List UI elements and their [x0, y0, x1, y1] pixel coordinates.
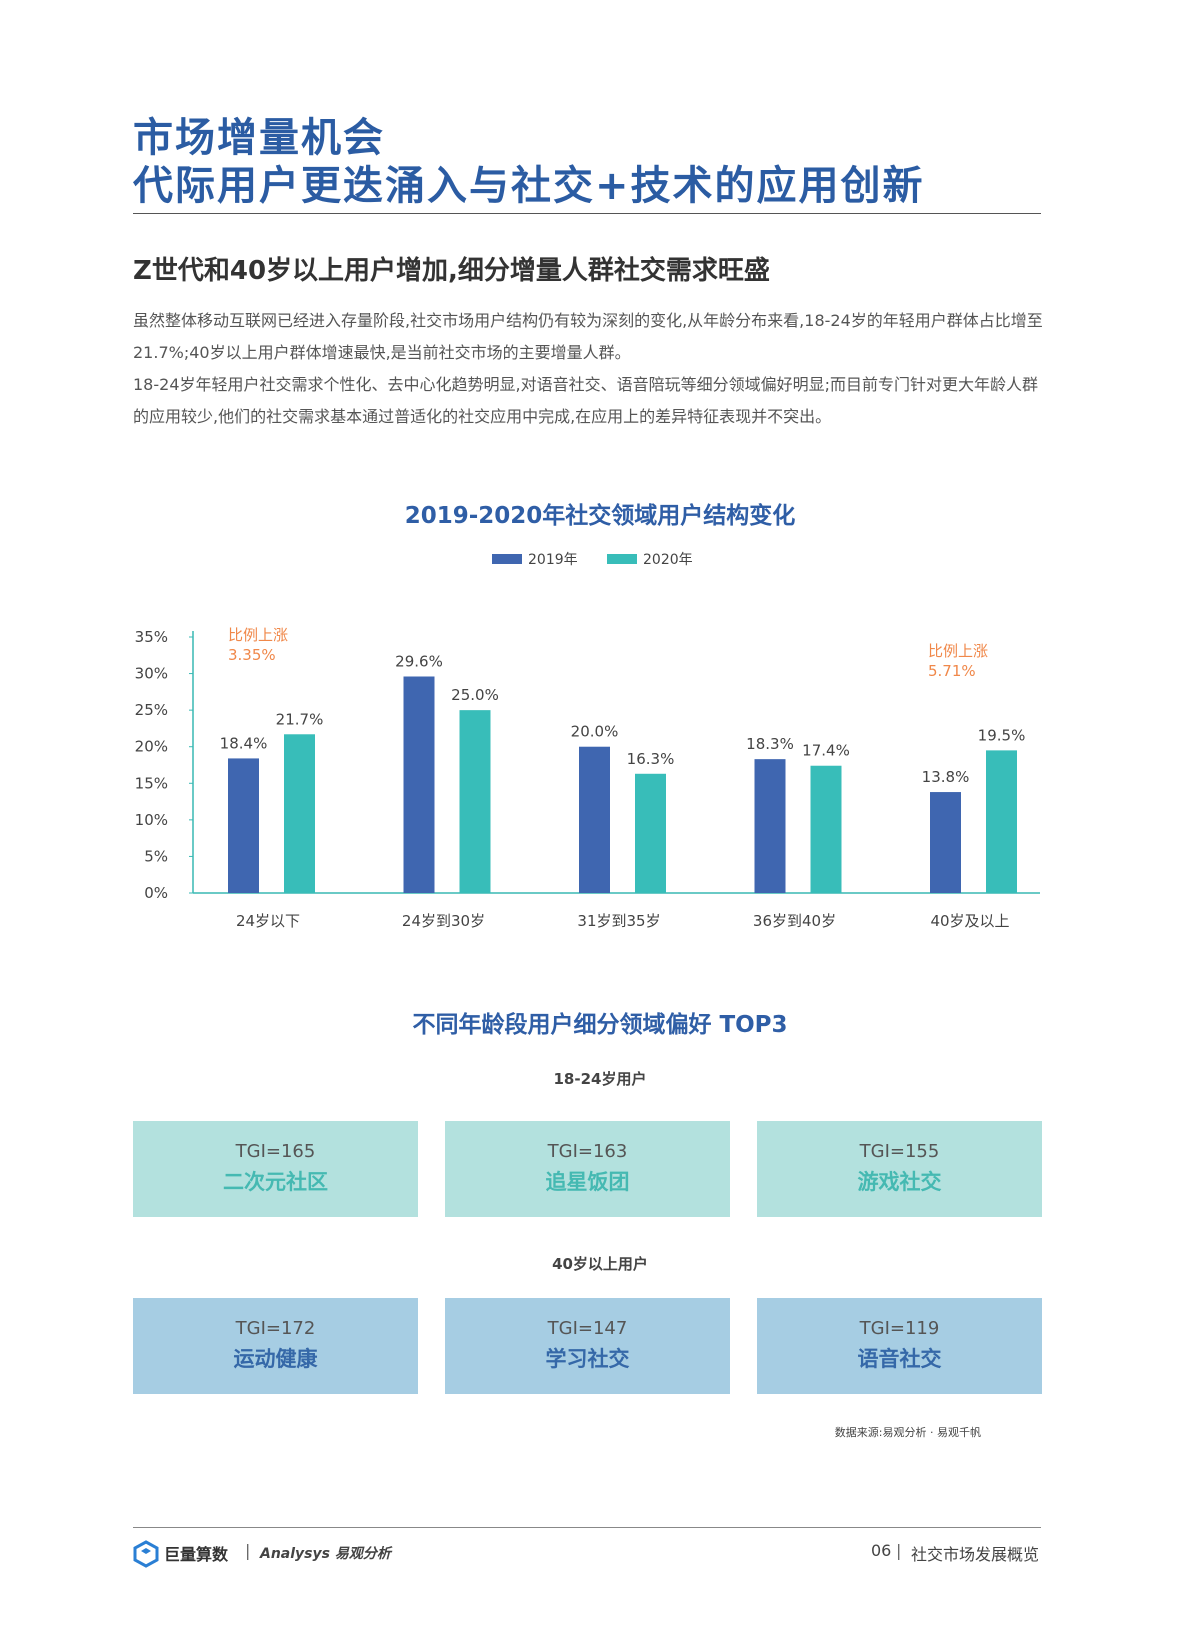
value-label: 18.3%	[746, 735, 794, 753]
value-label: 20.0%	[571, 723, 619, 741]
page-title: 代际用户更迭涌入与社交+技术的应用创新	[133, 163, 925, 209]
divider	[133, 213, 1041, 214]
bar	[459, 710, 491, 893]
y-tick-label: 0%	[144, 884, 168, 902]
value-label: 13.8%	[922, 768, 970, 786]
paragraph: 虽然整体移动互联网已经进入存量阶段,社交市场用户结构仍有较为深刻的变化,从年龄分…	[133, 311, 1043, 362]
x-tick-label: 36岁到40岁	[753, 912, 836, 930]
brand-logo	[133, 1540, 159, 1568]
group-label: 18-24岁用户	[553, 1070, 647, 1088]
value-label: 17.4%	[802, 742, 850, 760]
bar	[284, 734, 315, 893]
value-label: 21.7%	[276, 710, 324, 728]
y-tick-label: 5%	[144, 847, 168, 865]
footer-section: 社交市场发展概览	[911, 1545, 1040, 1564]
y-tick-label: 25%	[135, 701, 168, 719]
section-heading: Z世代和40岁以上用户增加,细分增量人群社交需求旺盛	[133, 256, 770, 286]
bar	[930, 792, 961, 893]
preference-card: TGI=155 游戏社交	[757, 1121, 1042, 1217]
preference-card: TGI=165 二次元社区	[133, 1121, 418, 1217]
field-name: 追星饭团	[545, 1170, 630, 1194]
y-tick-label: 10%	[135, 811, 168, 829]
value-label: 29.6%	[395, 652, 443, 670]
preference-card: TGI=119 语音社交	[757, 1298, 1042, 1394]
partner-name: Analysys 易观分析	[260, 1546, 391, 1562]
x-tick-label: 40岁及以上	[930, 912, 1009, 930]
annotation: 比例上涨	[228, 626, 288, 644]
page-number: 06	[871, 1541, 892, 1560]
value-label: 19.5%	[978, 726, 1026, 744]
field-name: 学习社交	[545, 1347, 630, 1371]
brand-name: 巨量算数	[164, 1545, 229, 1564]
bar	[228, 758, 259, 893]
tgi-value: TGI=165	[235, 1141, 316, 1162]
preference-card: TGI=147 学习社交	[445, 1298, 730, 1394]
tgi-value: TGI=119	[859, 1318, 940, 1339]
field-name: 游戏社交	[857, 1170, 942, 1194]
legend-label: 2019年	[528, 552, 578, 568]
field-name: 运动健康	[233, 1347, 318, 1371]
preference-card: TGI=172 运动健康	[133, 1298, 418, 1394]
separator: |	[245, 1541, 251, 1560]
group-label: 40岁以上用户	[552, 1255, 648, 1273]
legend-swatch	[492, 554, 522, 564]
value-label: 18.4%	[220, 734, 268, 752]
bar	[579, 746, 610, 893]
y-tick-label: 35%	[135, 628, 168, 646]
legend-label: 2020年	[643, 552, 693, 568]
x-tick-label: 31岁到35岁	[577, 912, 660, 930]
y-tick-label: 30%	[135, 665, 168, 683]
x-tick-label: 24岁以下	[236, 912, 300, 930]
bar	[635, 773, 666, 893]
field-name: 语音社交	[857, 1347, 942, 1371]
preference-card: TGI=163 追星饭团	[445, 1121, 730, 1217]
bar	[810, 765, 842, 893]
bar	[403, 676, 435, 893]
paragraph: 18-24岁年轻用户社交需求个性化、去中心化趋势明显,对语音社交、语音陪玩等细分…	[133, 375, 1038, 426]
tgi-value: TGI=163	[547, 1141, 628, 1162]
annotation: 3.35%	[228, 646, 276, 664]
separator: |	[896, 1541, 902, 1560]
y-tick-label: 20%	[135, 738, 168, 756]
value-label: 25.0%	[451, 686, 499, 704]
field-name: 二次元社区	[223, 1170, 328, 1194]
tgi-value: TGI=147	[547, 1318, 628, 1339]
legend-swatch	[607, 554, 637, 564]
bar	[986, 750, 1017, 893]
footer-divider	[133, 1527, 1041, 1528]
chart-title: 2019-2020年社交领域用户结构变化	[404, 503, 796, 529]
x-tick-label: 24岁到30岁	[402, 912, 485, 930]
value-label: 16.3%	[627, 750, 675, 768]
annotation: 5.71%	[928, 662, 976, 680]
bar	[754, 759, 786, 893]
page-title: 市场增量机会	[133, 115, 385, 161]
source-note: 数据来源:易观分析 · 易观千帆	[834, 1426, 981, 1439]
chart: 2019年 2020年 0% 5% 10% 15% 20% 25% 30% 35% 24岁以下 18.…	[135, 552, 1040, 930]
y-tick-label: 15%	[135, 774, 168, 792]
tgi-value: TGI=155	[859, 1141, 940, 1162]
body-text: 虽然整体移动互联网已经进入存量阶段,社交市场用户结构仍有较为深刻的变化,从年龄分…	[133, 305, 1043, 433]
tgi-value: TGI=172	[235, 1318, 316, 1339]
section-title: 不同年龄段用户细分领域偏好 TOP3	[412, 1012, 788, 1038]
annotation: 比例上涨	[928, 642, 988, 660]
